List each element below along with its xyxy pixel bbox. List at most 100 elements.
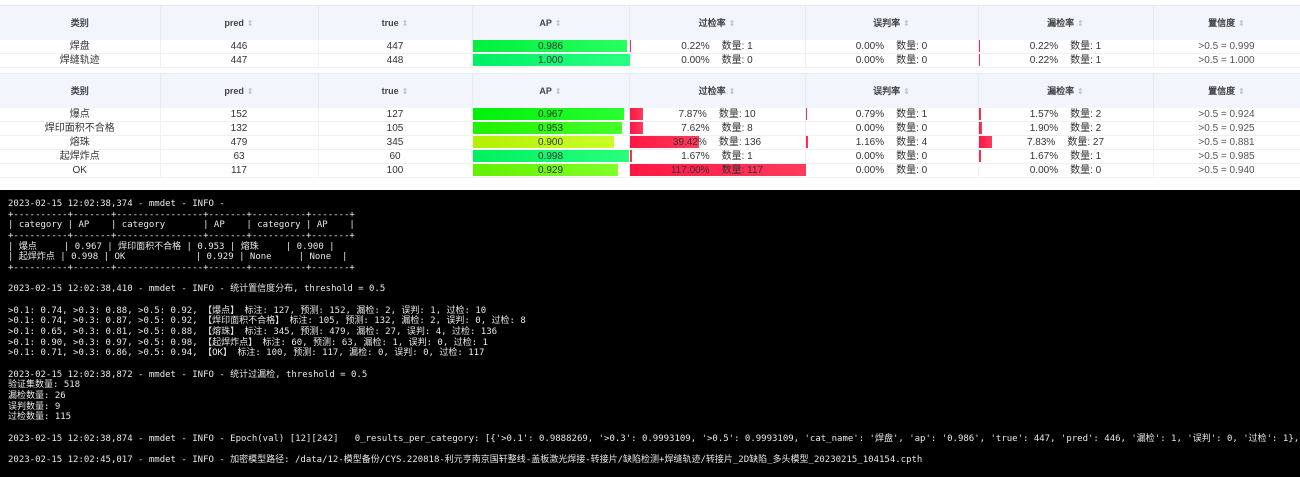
column-header[interactable]: true ⇕ bbox=[318, 5, 473, 40]
log-line: >0.1: 0.74, >0.3: 0.88, >0.5: 0.92, 【爆点】… bbox=[8, 305, 487, 316]
over-rate-bar bbox=[629, 136, 699, 148]
column-header[interactable]: 漏检率 ⇕ bbox=[978, 73, 1154, 108]
mis-rate-cell: 0.79% 数量: 1 bbox=[805, 107, 979, 122]
column-header[interactable]: true ⇕ bbox=[318, 73, 473, 108]
log-line bbox=[8, 359, 1300, 370]
results-table-1: 类别 pred ⇕ true ⇕ AP ⇕ 过检率 ⇕ 误判率 ⇕ 漏检率 ⇕ 置信度 ⇕ 焊盘 446 4… bbox=[0, 5, 1300, 68]
column-header[interactable]: 误判率 ⇕ bbox=[805, 5, 979, 40]
sort-icon[interactable]: ⇕ bbox=[903, 87, 910, 97]
mis-rate-cell: 0.00% 数量: 0 bbox=[805, 39, 979, 54]
ap-bar bbox=[472, 54, 630, 66]
over-rate-cell: 0.00% 数量: 0 bbox=[629, 53, 806, 68]
sort-icon[interactable]: ⇕ bbox=[246, 86, 254, 96]
log-line bbox=[8, 423, 1300, 434]
column-header[interactable]: 漏检率 ⇕ bbox=[978, 5, 1154, 40]
log-line: 2023-02-15 12:02:38,374 - mmdet - INFO - bbox=[8, 199, 225, 209]
pred-cell: 152 bbox=[160, 107, 319, 122]
over-rate-bar bbox=[629, 39, 631, 52]
ap-cell: 0.953 bbox=[472, 121, 630, 136]
miss-rate-bar bbox=[978, 150, 982, 162]
miss-rate-bar bbox=[978, 39, 980, 52]
over-rate-cell: 0.22% 数量: 1 bbox=[629, 39, 806, 54]
sort-icon[interactable]: ⇕ bbox=[1238, 19, 1245, 29]
column-header[interactable]: 过检率 ⇕ bbox=[629, 5, 806, 40]
pred-cell: 63 bbox=[160, 149, 319, 164]
table-row: OK 117 100 0.929 117.00% 数量: 117 0.00% 数量: … bbox=[0, 163, 1300, 178]
over-rate-bar bbox=[629, 164, 806, 176]
pred-cell: 117 bbox=[160, 163, 319, 178]
column-header[interactable]: AP ⇕ bbox=[472, 73, 630, 108]
true-cell: 100 bbox=[318, 163, 473, 178]
column-header[interactable]: AP ⇕ bbox=[472, 5, 630, 40]
sort-icon[interactable]: ⇕ bbox=[246, 18, 254, 28]
log-line: +----------+-------+----------------+---… bbox=[8, 231, 355, 242]
confidence-cell: >0.5 = 1.000 bbox=[1153, 53, 1300, 68]
ap-bar bbox=[472, 150, 630, 162]
log-line: >0.1: 0.74, >0.3: 0.87, >0.5: 0.92, 【焊印面… bbox=[8, 316, 526, 327]
sort-icon[interactable]: ⇕ bbox=[554, 18, 562, 28]
sort-icon[interactable]: ⇕ bbox=[903, 19, 910, 29]
log-line bbox=[8, 274, 1300, 285]
sort-icon[interactable]: ⇕ bbox=[401, 86, 409, 96]
true-cell: 60 bbox=[318, 149, 473, 164]
terminal-log: 2023-02-15 12:02:38,374 - mmdet - INFO -… bbox=[0, 190, 1300, 477]
column-header[interactable]: 类别 bbox=[0, 5, 161, 40]
column-header[interactable]: 置信度 ⇕ bbox=[1153, 5, 1300, 40]
ap-cell: 0.998 bbox=[472, 149, 630, 164]
table-row: 熔珠 479 345 0.900 39.42% 数量: 136 1.16% 数量: 4… bbox=[0, 135, 1300, 150]
sort-icon[interactable]: ⇕ bbox=[554, 86, 562, 96]
column-header[interactable]: 置信度 ⇕ bbox=[1153, 73, 1300, 108]
table-row: 焊盘 446 447 0.986 0.22% 数量: 1 0.00% 数量: 0 0.2… bbox=[0, 39, 1300, 54]
sort-icon[interactable]: ⇕ bbox=[1238, 87, 1245, 97]
ap-bar bbox=[472, 39, 628, 52]
miss-rate-bar bbox=[978, 107, 982, 120]
ap-bar bbox=[472, 122, 623, 134]
mis-rate-cell: 0.00% 数量: 0 bbox=[805, 149, 979, 164]
ap-bar bbox=[472, 164, 619, 176]
sort-icon[interactable]: ⇕ bbox=[401, 18, 409, 28]
category-cell: 熔珠 bbox=[0, 135, 161, 150]
log-line: 误判数量: 9 bbox=[8, 401, 61, 412]
category-cell: 焊盘 bbox=[0, 39, 161, 54]
miss-rate-cell: 0.00% 数量: 0 bbox=[978, 163, 1154, 178]
pred-cell: 446 bbox=[160, 39, 319, 54]
ap-cell: 0.929 bbox=[472, 163, 630, 178]
mis-rate-cell: 0.00% 数量: 0 bbox=[805, 163, 979, 178]
table-header-row: 类别 pred ⇕ true ⇕ AP ⇕ 过检率 ⇕ 误判率 ⇕ 漏检率 ⇕ 置信度 ⇕ bbox=[0, 73, 1300, 108]
terminal-output: 2023-02-15 12:02:38,374 - mmdet - INFO -… bbox=[8, 199, 1300, 466]
column-header[interactable]: pred ⇕ bbox=[160, 5, 319, 40]
pred-cell: 479 bbox=[160, 135, 319, 150]
log-line: 2023-02-15 12:02:38,874 - mmdet - INFO -… bbox=[8, 433, 1300, 444]
miss-rate-cell: 1.67% 数量: 1 bbox=[978, 149, 1154, 164]
true-cell: 105 bbox=[318, 121, 473, 136]
log-line: 漏检数量: 26 bbox=[8, 391, 66, 402]
sort-icon[interactable]: ⇕ bbox=[728, 19, 736, 29]
sort-icon[interactable]: ⇕ bbox=[728, 87, 736, 97]
ap-bar bbox=[472, 136, 614, 148]
miss-rate-cell: 0.22% 数量: 1 bbox=[978, 53, 1154, 68]
log-line: | category | AP | category | AP | catego… bbox=[8, 220, 355, 231]
ap-bar bbox=[472, 107, 625, 120]
log-line: >0.1: 0.71, >0.3: 0.86, >0.5: 0.94, 【OK】… bbox=[8, 348, 485, 359]
ap-cell: 0.986 bbox=[472, 39, 630, 54]
log-line bbox=[8, 295, 1300, 306]
category-cell: 爆点 bbox=[0, 107, 161, 122]
log-line bbox=[8, 444, 1300, 455]
column-header[interactable]: 误判率 ⇕ bbox=[805, 73, 979, 108]
column-header[interactable]: 过检率 ⇕ bbox=[629, 73, 806, 108]
miss-rate-cell: 1.57% 数量: 2 bbox=[978, 107, 1154, 122]
column-header[interactable]: pred ⇕ bbox=[160, 73, 319, 108]
table-row: 焊印面积不合格 132 105 0.953 7.62% 数量: 8 0.00% 数量:… bbox=[0, 121, 1300, 136]
over-rate-cell: 1.67% 数量: 1 bbox=[629, 149, 806, 164]
log-line: 2023-02-15 12:02:45,017 - mmdet - INFO -… bbox=[8, 455, 923, 466]
column-header[interactable]: 类别 bbox=[0, 73, 161, 108]
mis-rate-bar bbox=[805, 136, 808, 148]
true-cell: 448 bbox=[318, 53, 473, 68]
sort-icon[interactable]: ⇕ bbox=[1077, 87, 1084, 97]
log-line: >0.1: 0.90, >0.3: 0.97, >0.5: 0.98, 【起焊炸… bbox=[8, 337, 488, 348]
over-rate-bar bbox=[629, 122, 643, 134]
sort-icon[interactable]: ⇕ bbox=[1077, 19, 1084, 29]
confidence-cell: >0.5 = 0.925 bbox=[1153, 121, 1300, 136]
over-rate-cell: 117.00% 数量: 117 bbox=[629, 163, 806, 178]
